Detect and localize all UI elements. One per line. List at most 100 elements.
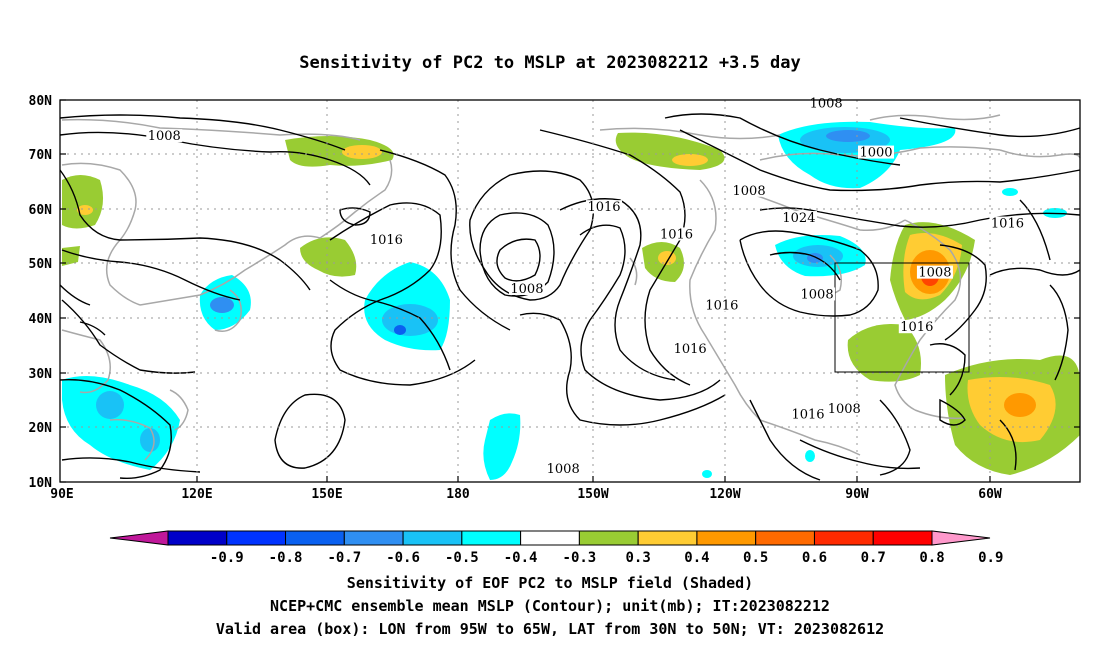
colorbar-swatch — [637, 530, 698, 546]
contour-label: 1016 — [705, 298, 738, 313]
contour-label: 1008 — [547, 462, 580, 477]
contour-label: 1016 — [660, 227, 693, 242]
contour-label: 1008 — [918, 266, 951, 281]
axis-ticks — [60, 99, 1080, 483]
colorbar-tick-label: 0.7 — [861, 550, 886, 566]
colorbar-swatch — [226, 530, 287, 546]
colorbar-swatch — [578, 530, 639, 546]
shading-yellow — [672, 154, 708, 166]
contour-label: 1000 — [859, 146, 892, 161]
contour-label: 1008 — [828, 402, 861, 417]
lat-label: 30N — [29, 367, 53, 382]
colorbar-swatch — [813, 530, 874, 546]
contour-label: 1008 — [801, 287, 834, 302]
contour-label-bg — [799, 287, 836, 301]
contour-label-bg — [898, 320, 935, 334]
colorbar-low-arrow — [109, 530, 169, 546]
colorbar-tick-label: 0.3 — [626, 550, 651, 566]
colorbar-tick-label: 0.6 — [802, 550, 827, 566]
shading-green — [62, 175, 104, 229]
gridlines — [60, 100, 1080, 482]
lat-label: 50N — [29, 257, 53, 272]
lon-label: 150E — [311, 487, 342, 502]
colorbar-swatch — [343, 530, 404, 546]
colorbar-high-arrow — [931, 530, 991, 546]
colorbar-tick-label: 0.5 — [743, 550, 768, 566]
shading-yellow — [342, 145, 382, 159]
colorbar-tick-label: -0.8 — [269, 550, 303, 566]
caption: Sensitivity of EOF PC2 to MSLP field (Sh… — [216, 574, 884, 638]
contour-label-bg — [858, 145, 894, 159]
lon-label: 120W — [709, 487, 740, 502]
contour-label-bg — [780, 211, 817, 225]
contour-label-bg — [826, 402, 863, 416]
lon-label: 120E — [181, 487, 212, 502]
shading-darkblue — [394, 325, 406, 335]
lat-label: 20N — [29, 421, 53, 436]
lat-label: 70N — [29, 148, 53, 163]
shading-green — [285, 136, 394, 167]
lat-label: 80N — [29, 94, 53, 109]
figure-title: Sensitivity of PC2 to MSLP at 2023082212… — [299, 53, 801, 73]
contour-label: 1008 — [810, 96, 843, 111]
contour-label-bg — [731, 183, 768, 197]
colorbar-swatch — [872, 530, 933, 546]
colorbar-tick-label: -0.9 — [210, 550, 244, 566]
contour-label-bg — [586, 200, 622, 214]
contour-label-bg — [146, 129, 183, 143]
contour-label-bg — [672, 342, 709, 356]
shading-cyan — [702, 470, 712, 478]
lon-label: 90E — [50, 487, 73, 502]
colorbar-swatch — [285, 530, 345, 546]
contour-label: 1016 — [791, 408, 824, 423]
lat-label: 40N — [29, 312, 53, 327]
colorbar-swatch — [696, 530, 757, 546]
colorbar-tick-label: -0.4 — [504, 550, 538, 566]
colorbar-tick-label: 0.9 — [978, 550, 1003, 566]
contour-label: 1016 — [674, 342, 707, 357]
contour-label-bg — [916, 265, 953, 279]
contour-label: 1016 — [900, 320, 933, 335]
colorbar-tick-label: -0.5 — [445, 550, 479, 566]
shading-blue — [96, 391, 124, 419]
contour-label-bg — [658, 227, 695, 241]
shading-blue — [382, 304, 438, 336]
lon-label: 60W — [978, 487, 1002, 502]
valid-area-box — [834, 262, 970, 373]
shading-blue — [210, 297, 234, 313]
shading-green — [847, 324, 921, 382]
contour-label: 1016 — [587, 200, 620, 215]
map-frame — [59, 99, 1081, 483]
shading-yellow — [77, 205, 93, 215]
colorbar-tick-label: 0.8 — [919, 550, 944, 566]
contour-label: 1016 — [991, 217, 1024, 232]
caption-line: Sensitivity of EOF PC2 to MSLP field (Sh… — [347, 574, 753, 592]
lat-label: 60N — [29, 203, 53, 218]
contour-label: 1016 — [370, 233, 403, 248]
lon-label: 90W — [845, 487, 869, 502]
contour-label-bg — [508, 282, 545, 295]
contour-label-bg — [368, 232, 405, 246]
contour-label-bg — [703, 298, 740, 312]
lat-label: 10N — [29, 476, 53, 491]
shading-darkblue — [826, 130, 870, 142]
contour-label-bg — [989, 216, 1026, 230]
colorbar-tick-label: -0.6 — [386, 550, 420, 566]
colorbar-tick-label: -0.3 — [563, 550, 597, 566]
contour-label: 1024 — [782, 211, 815, 226]
colorbar-swatch — [755, 530, 815, 546]
caption-line: Valid area (box): LON from 95W to 65W, L… — [216, 620, 884, 638]
contour-label: 1008 — [148, 129, 181, 144]
longitude-labels: 90E 120E 150E 180 150W 120W 90W 60W — [50, 487, 1002, 502]
colorbar-tick-label: 0.4 — [684, 550, 709, 566]
contour-label: 1008 — [510, 282, 543, 297]
map-panel: 1008 1008 1000 1008 1016 1016 1016 1016 1024 1008… — [29, 94, 1081, 502]
shading-deeporange — [1004, 393, 1036, 417]
colorbar-swatch — [167, 530, 228, 546]
lon-label: 150W — [577, 487, 608, 502]
mslp-contours — [59, 113, 1081, 481]
colorbar: -0.9 -0.8 -0.7 -0.6 -0.5 -0.4 -0.3 0.3 0.4 0.5 0.6… — [109, 530, 1003, 566]
contour-label-bg — [545, 462, 582, 476]
colorbar-swatch — [402, 530, 463, 546]
